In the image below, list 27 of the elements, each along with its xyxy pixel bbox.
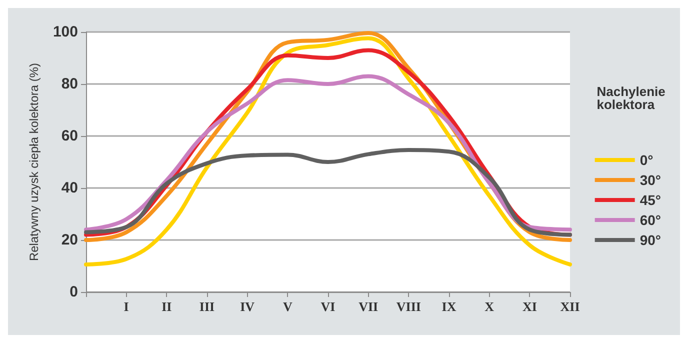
y-tick-label: 0 — [70, 284, 78, 300]
x-tick-label: VI — [320, 299, 336, 314]
x-tick-label: IX — [442, 299, 457, 314]
legend-label: 60° — [640, 212, 661, 228]
y-axis-title: Relatywny uzysk ciepła kolektora (%) — [27, 62, 41, 262]
y-tick-label: 60 — [61, 128, 78, 144]
x-tick-label: VIII — [396, 299, 421, 314]
line-series — [84, 74, 572, 232]
y-tick-label: 80 — [61, 76, 78, 92]
y-tick-label: 20 — [61, 232, 78, 248]
x-tick-label: III — [199, 299, 215, 314]
legend-title: Nachylenie kolektora — [596, 84, 670, 112]
x-tick-label: VII — [358, 299, 378, 314]
legend-label: 90° — [640, 232, 661, 248]
x-tick-label: I — [124, 299, 129, 314]
y-tick-label: 40 — [61, 180, 78, 196]
x-tick-label: V — [282, 299, 293, 314]
y-tick-label: 100 — [52, 24, 78, 40]
legend-label: 0° — [640, 152, 654, 168]
x-tick-label: II — [162, 299, 172, 314]
line-series — [84, 148, 572, 237]
x-tick-label: XI — [522, 299, 537, 314]
x-tick-label: XII — [560, 299, 580, 314]
x-tick-label: X — [484, 299, 495, 314]
x-tick-label: IV — [240, 299, 256, 314]
legend-label: 45° — [640, 192, 661, 208]
legend-label: 30° — [640, 172, 661, 188]
